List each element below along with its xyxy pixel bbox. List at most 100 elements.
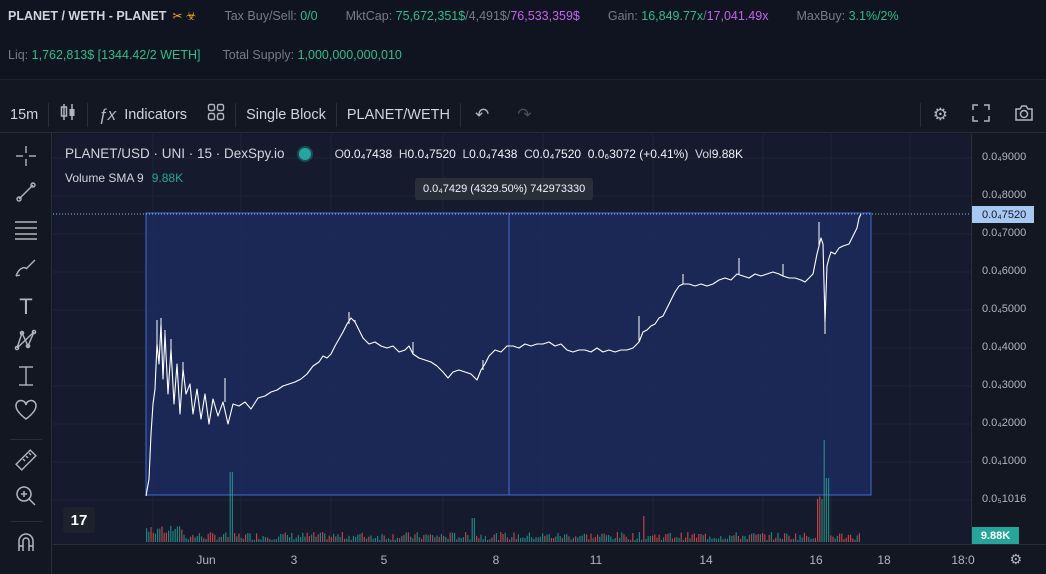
high-label: H — [398, 146, 408, 161]
toolbar-divider — [919, 103, 921, 127]
volume-bar — [238, 533, 240, 542]
volume-bar — [786, 533, 788, 542]
single-block-button[interactable]: Single Block — [236, 97, 336, 133]
volume-bar — [495, 533, 497, 542]
volume-bar — [845, 537, 847, 542]
indicators-button[interactable]: ƒx Indicators — [88, 97, 197, 133]
volume-bar — [410, 536, 412, 542]
volume-bar — [313, 532, 315, 542]
pattern-tool[interactable] — [12, 329, 40, 357]
volume-bar — [711, 538, 713, 542]
price-chart[interactable]: PLANET/USD · UNI · 15 · DexSpy.io O0.0₄7… — [53, 134, 971, 544]
volume-bar — [803, 532, 805, 542]
volume-bar — [465, 532, 467, 542]
magnet-tool[interactable] — [12, 531, 40, 559]
price-axis[interactable]: 0.0₄9000 0.0₄8000 0.0₄7000 0.0₄6000 0.0₄5000… — [971, 134, 1046, 544]
crosshair-tool[interactable] — [12, 145, 40, 173]
measure-tool[interactable] — [12, 365, 40, 393]
volume-bar — [625, 536, 627, 542]
volume-bar — [392, 534, 394, 542]
volume-bar — [731, 535, 733, 542]
volume-bar — [566, 534, 568, 542]
volume-bar — [460, 538, 462, 542]
volume-bar — [172, 530, 174, 542]
volume-bar — [152, 532, 154, 542]
volume-bar — [643, 516, 645, 542]
volume-bar — [187, 539, 189, 542]
screenshot-button[interactable] — [1002, 97, 1046, 133]
volume-bar — [726, 538, 728, 542]
chart-toolbar: 15m ƒx Indicators Single Block PLANET/WE… — [0, 97, 1046, 133]
chart-legend: PLANET/USD · UNI · 15 · DexSpy.io O0.0₄7… — [65, 146, 743, 161]
volume-bar — [698, 533, 700, 542]
volume-bar — [531, 537, 533, 542]
interval-button[interactable]: 15m — [0, 97, 48, 133]
volume-bar — [436, 535, 438, 542]
volume-bar — [425, 534, 427, 542]
chart-canvas[interactable] — [53, 134, 971, 544]
volume-bar — [407, 532, 409, 542]
redo-button[interactable]: ↷ — [503, 97, 545, 133]
lines-tool[interactable] — [12, 219, 40, 247]
volume-bar — [614, 538, 616, 542]
price-tick-label: 0.0₄8000 — [982, 189, 1027, 201]
settings-button[interactable]: ⚙ — [921, 97, 960, 133]
volume-bar — [605, 535, 607, 542]
volume-bar — [377, 535, 379, 542]
undo-button[interactable]: ↶ — [461, 97, 503, 133]
volume-bar — [825, 478, 827, 542]
volume-bar — [355, 536, 357, 542]
axis-settings-icon[interactable]: ⚙ — [1009, 551, 1022, 567]
volume-bar — [709, 536, 711, 542]
volume-bar — [291, 532, 293, 542]
time-tick-label: 11 — [589, 553, 603, 567]
maxbuy-value: 3.1%/2% — [848, 9, 899, 23]
text-tool[interactable]: T — [12, 293, 40, 321]
brush-tool[interactable] — [12, 257, 40, 285]
chart-type-button[interactable] — [49, 97, 87, 133]
volume-bar — [612, 539, 614, 542]
volume-bar — [550, 537, 552, 542]
pair-select-button[interactable]: PLANET/WETH — [337, 97, 460, 133]
volume-bar — [427, 535, 429, 542]
volume-bar — [258, 538, 260, 542]
volume-bar — [163, 532, 165, 542]
volume-bar — [401, 536, 403, 542]
time-tick-label: 8 — [492, 553, 500, 567]
camera-icon — [1014, 104, 1034, 127]
volume-bar — [150, 527, 152, 542]
ruler-tool[interactable] — [12, 449, 40, 477]
layouts-button[interactable] — [197, 97, 235, 133]
volume-bar — [814, 537, 816, 542]
volume-bar — [267, 537, 269, 542]
favorites-tool[interactable] — [12, 399, 40, 427]
volume-bar — [515, 538, 517, 542]
volume-bar — [733, 535, 735, 542]
fullscreen-button[interactable] — [960, 97, 1002, 133]
volume-bar — [383, 535, 385, 542]
volume-bar — [823, 440, 825, 542]
volume-bar — [315, 536, 317, 542]
tradingview-logo[interactable]: 17 — [63, 507, 95, 533]
volume-bar — [641, 539, 643, 542]
volume-bar — [768, 534, 770, 542]
volume-bar — [663, 537, 665, 542]
volume-bar — [231, 472, 233, 542]
volume-bar — [344, 538, 346, 542]
volume-bar — [770, 532, 772, 542]
volume-bar — [482, 539, 484, 542]
volume-bar — [458, 537, 460, 542]
time-axis[interactable]: Jun 3 5 8 11 14 16 18 18:0 ⚙ — [53, 544, 1046, 574]
zoom-tool[interactable] — [12, 485, 40, 513]
volume-bar — [676, 537, 678, 542]
volume-bar — [374, 537, 376, 542]
volume-bar — [696, 537, 698, 542]
volume-bar — [361, 532, 363, 542]
volume-bar — [832, 536, 834, 542]
candles-icon — [59, 102, 77, 127]
low-value: 0.0₄7438 — [469, 146, 518, 161]
volume-sma-label: Volume SMA 9 — [65, 171, 144, 185]
last-price-tag: 0.0₄7520 — [972, 206, 1034, 223]
trend-line-tool[interactable] — [12, 181, 40, 209]
function-icon: ƒx — [98, 104, 117, 124]
